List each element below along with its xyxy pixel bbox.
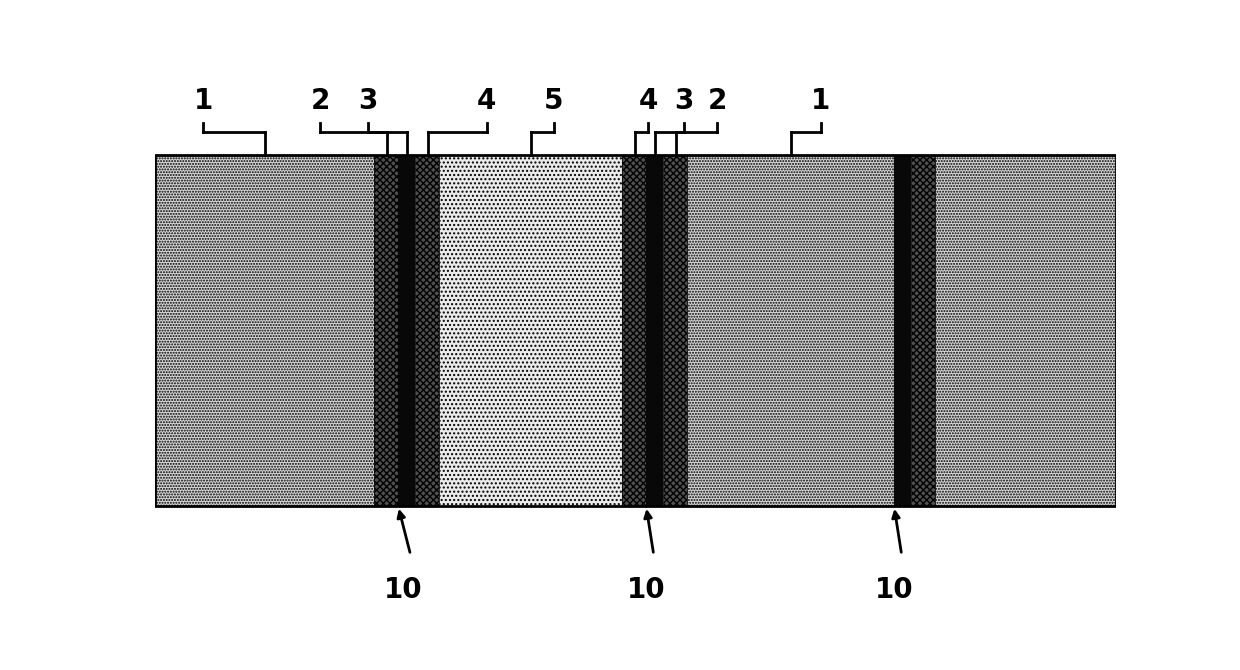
Bar <box>646 155 663 506</box>
Text: 3: 3 <box>358 87 378 115</box>
Bar <box>622 155 646 506</box>
Text: 5: 5 <box>544 87 563 115</box>
Bar <box>374 155 398 506</box>
Bar <box>935 155 1116 506</box>
Bar <box>687 155 894 506</box>
Text: 10: 10 <box>874 576 914 604</box>
Bar <box>398 155 415 506</box>
Text: 4: 4 <box>477 87 496 115</box>
Bar <box>155 155 374 506</box>
Text: 4: 4 <box>639 87 657 115</box>
Text: 2: 2 <box>310 87 330 115</box>
Text: 10: 10 <box>383 576 423 604</box>
Bar <box>911 155 935 506</box>
Bar <box>663 155 687 506</box>
Bar <box>415 155 439 506</box>
Text: 10: 10 <box>626 576 666 604</box>
Bar <box>155 155 1116 506</box>
Bar <box>894 155 911 506</box>
Text: 1: 1 <box>193 87 213 115</box>
Text: 1: 1 <box>811 87 831 115</box>
Bar <box>439 155 622 506</box>
Text: 2: 2 <box>708 87 727 115</box>
Text: 3: 3 <box>673 87 693 115</box>
